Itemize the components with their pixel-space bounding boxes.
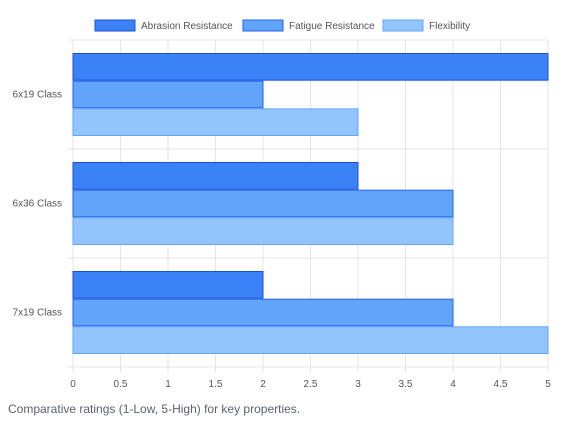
x-tick-label: 2 xyxy=(260,379,266,390)
y-tick-label: 7x19 Class xyxy=(13,308,62,319)
legend-item[interactable]: Fatigue Resistance xyxy=(242,19,375,32)
x-tick-labels: 0 0.5 1 1.5 2 2.5 3 3.5 4 4.5 5 xyxy=(70,379,551,390)
legend-item[interactable]: Flexibility xyxy=(382,19,470,32)
legend-swatch xyxy=(242,19,284,32)
chart-caption: Comparative ratings (1-Low, 5-High) for … xyxy=(8,402,301,416)
x-tick-label: 3 xyxy=(355,379,361,390)
bar-abrasion-resistance[interactable] xyxy=(72,271,264,299)
legend-label: Abrasion Resistance xyxy=(141,21,233,32)
x-tick-label: 4 xyxy=(450,379,456,390)
x-tick-label: 0.5 xyxy=(114,379,128,390)
legend-item[interactable]: Abrasion Resistance xyxy=(94,19,233,32)
y-tick-label: 6x19 Class xyxy=(13,90,62,101)
bar-flexibility[interactable] xyxy=(72,326,549,355)
bar-flexibility[interactable] xyxy=(72,108,359,137)
x-tick-label: 3.5 xyxy=(399,379,413,390)
bar-abrasion-resistance[interactable] xyxy=(72,162,359,190)
x-tick-label: 2.5 xyxy=(304,379,318,390)
legend[interactable]: Abrasion Resistance Fatigue Resistance Fle… xyxy=(94,19,470,32)
x-tick-label: 5 xyxy=(545,379,551,390)
x-tick-label: 1.5 xyxy=(209,379,223,390)
bars xyxy=(72,53,549,355)
x-tick-label: 4.5 xyxy=(494,379,508,390)
y-tick-labels: 6x19 Class 6x36 Class 7x19 Class xyxy=(13,90,62,319)
bar-fatigue-resistance[interactable] xyxy=(72,80,264,109)
bar-fatigue-resistance[interactable] xyxy=(72,189,454,218)
legend-label: Flexibility xyxy=(429,21,470,32)
legend-label: Fatigue Resistance xyxy=(289,21,375,32)
legend-swatch xyxy=(382,19,424,32)
bar-chart: 6x19 Class 6x36 Class 7x19 Class 0 0.5 1 1.5 2… xyxy=(13,19,551,390)
x-tick-label: 1 xyxy=(165,379,171,390)
bar-abrasion-resistance[interactable] xyxy=(72,53,549,81)
y-tick-label: 6x36 Class xyxy=(13,199,62,210)
legend-swatch xyxy=(94,19,136,32)
bar-fatigue-resistance[interactable] xyxy=(72,298,454,327)
bar-flexibility[interactable] xyxy=(72,217,454,245)
x-tick-label: 0 xyxy=(70,379,76,390)
